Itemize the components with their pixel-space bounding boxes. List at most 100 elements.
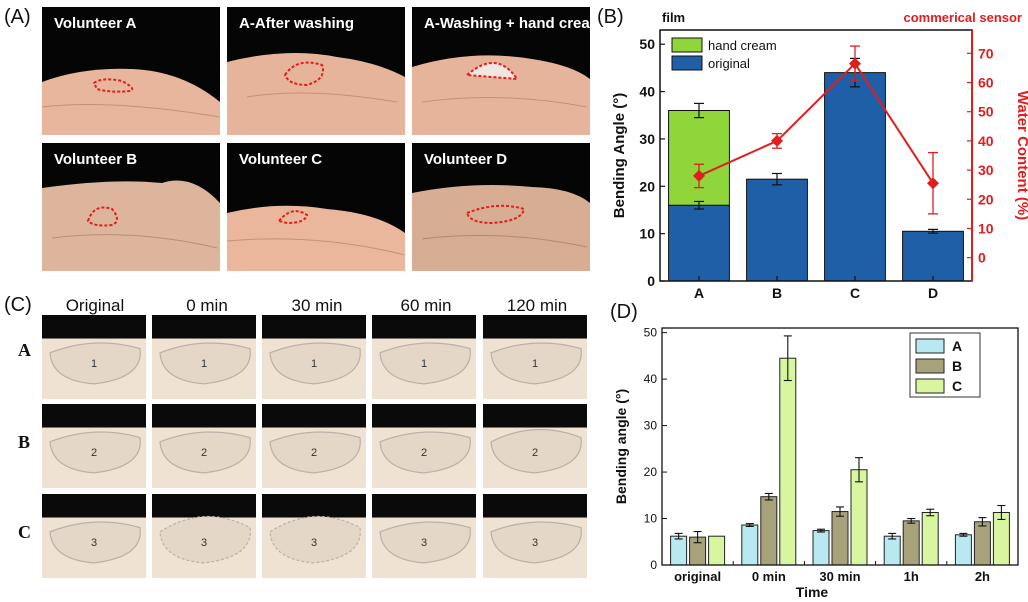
x-tick-label: 2h [975,569,990,584]
legend-swatch [915,358,945,374]
photo-title: Volunteer A [54,15,137,32]
panel-label-b: (B) [597,6,624,28]
bar-original [902,230,964,282]
film-background [372,404,476,428]
film-photo: 2 [152,404,256,488]
film-photo: 2 [372,404,476,488]
x-axis-label: Volunteers [798,298,874,300]
film-shape [269,516,361,564]
film-shape [49,431,141,474]
film-image: 3 [483,494,587,564]
film-mark: 3 [311,537,317,549]
bar-b [831,511,849,566]
hand-image [227,53,405,135]
legend-swatch-hand-cream [671,37,703,53]
film-mark: 2 [421,447,427,459]
bar-original [668,204,730,282]
water-content-line [698,61,934,184]
film-image: 3 [42,494,146,564]
photo-title: A-After washing [239,15,355,32]
legend-label-original: original [708,56,750,71]
film-mark: 3 [421,537,427,549]
photo-volunteer-d: Volunteer D [412,143,590,271]
y2-tick-label: 30 [978,162,994,178]
legend-label: C [952,378,962,394]
hand-image [42,180,220,271]
x-tick-label: original [674,569,721,584]
film-mark: 2 [311,447,317,459]
panel-label-c: (C) [4,294,32,316]
legend-swatch-original [671,55,703,71]
film-image: 1 [42,315,146,385]
y2-axis-label: Water Content (%) [1014,91,1028,220]
film-photo: 3 [262,494,366,578]
film-background [372,494,476,518]
legend-swatch [915,378,945,394]
x-tick-label: 0 min [752,569,786,584]
film-image: 3 [372,494,476,564]
y2-tick-label: 0 [978,250,986,266]
film-background [152,315,256,339]
bar-c [708,535,726,566]
y-tick-label: 40 [644,372,658,386]
film-photo: 2 [42,404,146,488]
y2-tick-label: 20 [978,191,994,207]
photo-title: Volunteer C [239,151,323,168]
film-mark: 3 [532,537,538,549]
y2-tick-label: 10 [978,220,994,236]
photo-title: Volunteer D [424,151,508,168]
y-tick-label: 40 [639,84,655,100]
hand-image [42,68,220,135]
x-tick-label: B [772,285,782,300]
bar-a [670,535,688,566]
film-mark: 1 [201,358,207,370]
film-photo: 2 [483,404,587,488]
photo-volunteer-c: Volunteer C [227,143,405,271]
film-shape [379,521,471,564]
film-background [483,404,587,428]
film-photo: 2 [262,404,366,488]
y-axis-label: Bending angle (°) [613,389,629,504]
film-photo: 1 [152,315,256,399]
film-shape [159,342,251,385]
film-background [152,404,256,428]
y2-tick-label: 40 [978,133,994,149]
film-background [152,494,256,518]
hand-image [412,185,590,271]
column-header-60min: 60 min [400,296,452,315]
film-mark: 3 [91,537,97,549]
film-image: 1 [372,315,476,385]
film-image: 3 [262,494,366,564]
film-image: 2 [42,404,146,474]
y-tick-label: 0 [650,558,657,572]
film-mark: 2 [91,447,97,459]
y-tick-label: 10 [639,226,655,242]
film-background [372,315,476,339]
film-background [42,315,146,339]
film-image: 1 [262,315,366,385]
bar-a [954,534,972,566]
film-photo: 1 [372,315,476,399]
photo-title: Volunteer B [54,151,138,168]
film-mark: 2 [201,447,207,459]
film-photo: 1 [262,315,366,399]
x-tick-label: A [694,285,704,300]
y-tick-label: 50 [644,326,658,340]
column-header-120min: 120 min [506,296,568,315]
film-photo: 3 [152,494,256,578]
bar-c [779,357,797,566]
x-axis-label: Time [796,584,829,600]
film-shape [159,516,251,564]
row-header-b: B [18,432,31,452]
x-tick-label: D [928,285,938,300]
row-header-c: C [18,522,31,542]
y-tick-label: 50 [639,36,655,52]
water-point [693,169,705,182]
film-background [262,494,366,518]
y2-tick-label: 50 [978,104,994,120]
chart-b: film commerical sensor 0 10 20 30 40 50 0 10 20 30 4… [611,10,1028,300]
film-shape [490,521,582,564]
film-mark: 1 [421,358,427,370]
panel-label-d: (D) [610,301,638,323]
y2-tick-label: 60 [978,75,994,91]
